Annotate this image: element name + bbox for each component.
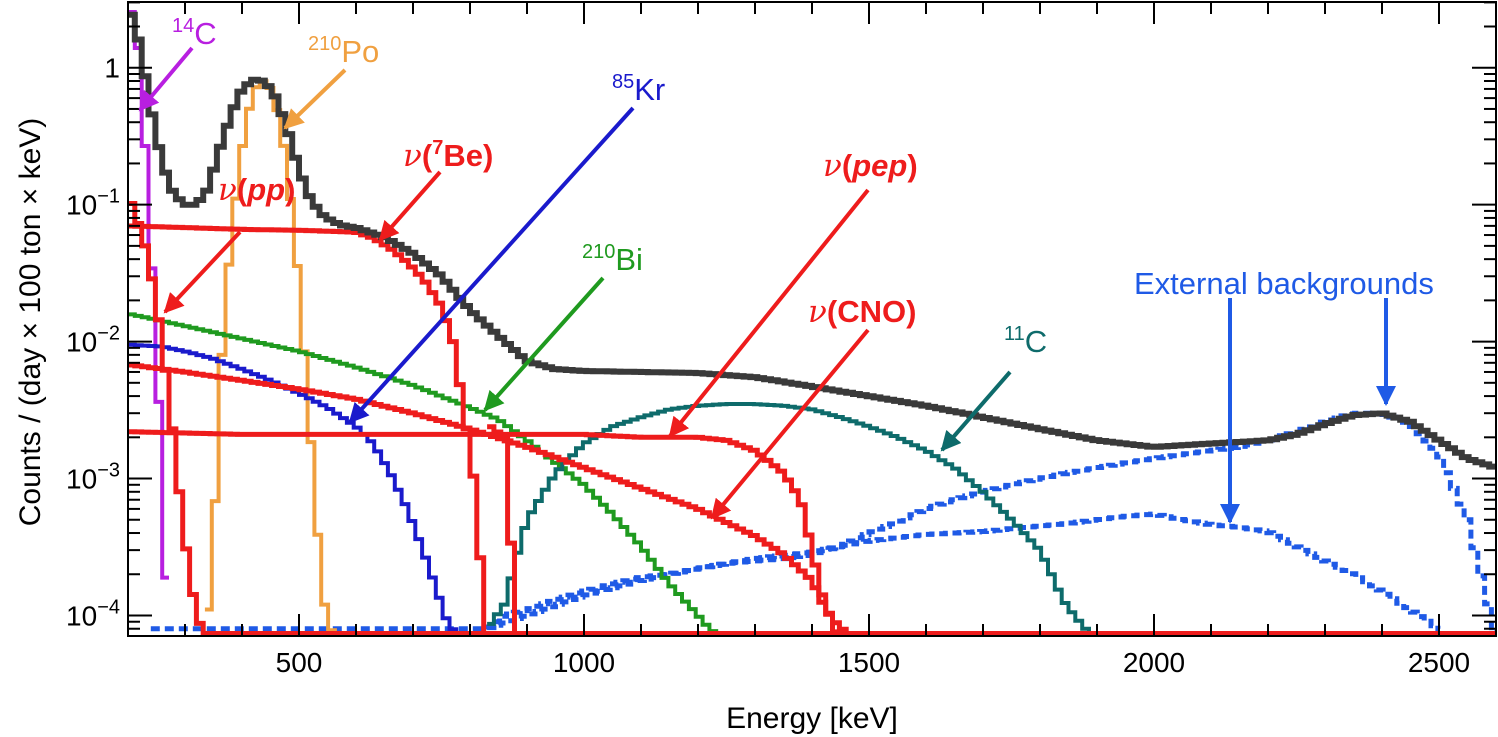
arrow-nu-pep (668, 188, 870, 438)
axis-ticks-group: 500 1000 1500 2000 2500 1 10−1 10−2 10−3 10−4 (66, 1, 1497, 678)
annotation-arrows (138, 46, 1396, 524)
label-85kr: 85Kr (612, 71, 665, 107)
label-nu-pep: ν(pep) (823, 148, 918, 184)
y-tick-label: 10−1 (66, 186, 120, 221)
arrow-nu-pp (163, 230, 242, 314)
series-v-pp (128, 201, 208, 636)
series-v-cno (128, 362, 858, 636)
y-tick-label: 10−4 (66, 596, 120, 631)
x-tick-label: 2000 (1123, 647, 1185, 678)
series-210bi (128, 312, 721, 636)
x-tick-label: 500 (276, 647, 323, 678)
arrow-210bi (483, 276, 605, 412)
label-11c: 11C (1004, 323, 1047, 359)
y-tick-label: 10−2 (66, 323, 120, 358)
label-external-backgrounds: External backgrounds (1134, 266, 1434, 301)
label-nu-cno: ν(CNO) (808, 294, 916, 330)
series-total (128, 11, 1496, 470)
x-tick-label: 2500 (1408, 647, 1470, 678)
y-tick-label: 10−3 (66, 460, 120, 495)
x-tick-label: 1500 (838, 647, 900, 678)
series-11c (487, 402, 1098, 636)
series-v-pep (128, 429, 838, 635)
arrow-nu-cno (710, 328, 870, 520)
arrow-nu-7be (378, 170, 442, 242)
arrow-11c (940, 370, 1012, 452)
x-tick-label: 1000 (553, 647, 615, 678)
series-external-backgrounds-2 (487, 511, 1441, 632)
label-nu-7be: ν(7Be) (403, 137, 493, 174)
label-nu-pp: ν(pp) (218, 172, 295, 208)
y-tick-label: 1 (104, 53, 120, 84)
data-series-group (128, 10, 1496, 636)
label-210po: 210Po (308, 33, 379, 69)
arrow-14c (138, 46, 194, 112)
x-axis-title: Energy [keV] (726, 702, 898, 735)
label-14c: 14C (172, 15, 217, 51)
label-210bi: 210Bi (582, 241, 643, 277)
y-axis-title: Counts / (day × 100 ton × keV) (14, 118, 47, 527)
arrow-85kr (348, 106, 635, 424)
annotation-labels: 14C 210Po 85Kr 210Bi 11C External backgr… (172, 15, 1434, 359)
arrow-210po (283, 68, 347, 130)
series-v-7be (128, 223, 488, 636)
series-85kr (128, 342, 459, 636)
